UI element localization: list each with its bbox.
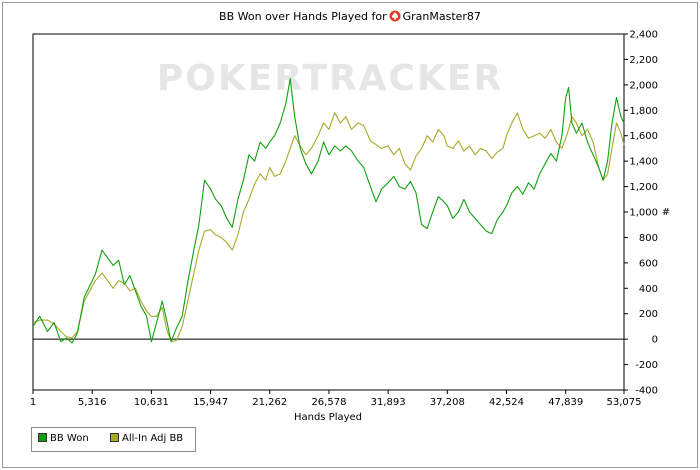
- y-tick-label: 1,600: [629, 131, 658, 142]
- title-prefix: BB Won over Hands Played for: [219, 10, 387, 23]
- y-tick-label: 2,400: [629, 30, 658, 41]
- legend-swatch-allin-adj-bb: [110, 433, 119, 442]
- x-tick-label: 5,316: [78, 397, 107, 408]
- x-tick-label: 53,075: [607, 397, 642, 408]
- chart-title: BB Won over Hands Played for GranMaster87: [0, 10, 700, 23]
- watermark: POKERTRACKER: [157, 58, 503, 99]
- spade-icon: [389, 10, 401, 22]
- x-tick-label: 37,208: [430, 397, 465, 408]
- y-tick-label: 1,000: [629, 208, 658, 219]
- x-tick-label: 10,631: [134, 397, 169, 408]
- y-tick-label: -200: [635, 360, 658, 371]
- y-tick-label: 1,200: [629, 182, 658, 193]
- y-tick-label: 200: [639, 309, 658, 320]
- x-axis-label: Hands Played: [294, 412, 362, 423]
- series-line-bb-won: [32, 77, 625, 344]
- y-tick-label: 600: [639, 258, 658, 269]
- x-tick-label: 26,578: [311, 397, 346, 408]
- y-tick-label: 2,200: [629, 55, 658, 66]
- x-tick-label: 21,262: [252, 397, 287, 408]
- y-tick-label: 1,400: [629, 157, 658, 168]
- y-tick-label: 2,000: [629, 80, 658, 91]
- y-tick-label: 1,800: [629, 106, 658, 117]
- legend-label-allin-adj-bb: All-In Adj BB: [122, 433, 184, 444]
- y-tick-label: -400: [635, 386, 658, 397]
- y-axis-label: #: [662, 207, 670, 218]
- x-tick-label: 1: [30, 397, 36, 408]
- y-tick-label: 0: [652, 335, 658, 346]
- x-tick-label: 42,524: [489, 397, 524, 408]
- legend-item-bb-won: BB Won: [38, 433, 89, 445]
- y-tick-label: 400: [639, 284, 658, 295]
- chart-legend: BB Won All-In Adj BB: [31, 427, 196, 452]
- legend-item-allin-adj-bb: All-In Adj BB: [110, 433, 183, 445]
- y-tick-label: 800: [639, 233, 658, 244]
- x-tick-label: 15,947: [193, 397, 228, 408]
- legend-swatch-bb-won: [38, 433, 47, 442]
- axis-ticks: 1 5,316 10,631 15,947 21,262 26,578 31,893 37,2…: [30, 30, 658, 409]
- series-line-allin-adj-bb: [32, 112, 625, 343]
- player-name: GranMaster87: [402, 10, 481, 23]
- legend-label-bb-won: BB Won: [50, 433, 89, 444]
- x-tick-label: 47,839: [548, 397, 583, 408]
- x-tick-label: 31,893: [371, 397, 406, 408]
